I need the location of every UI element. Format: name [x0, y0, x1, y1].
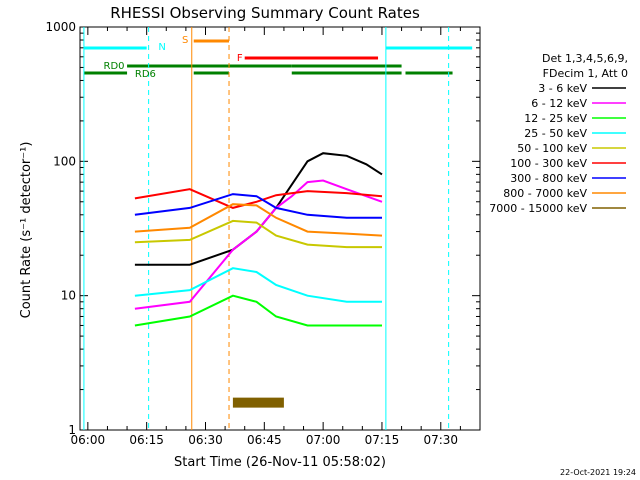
y-tick-label: 1: [68, 423, 76, 437]
axis-ticks: [80, 26, 480, 431]
legend-label: 12 - 25 keV: [524, 112, 587, 125]
tick-labels: 06:00 06:15 06:30 06:45 07:00 07:15 07:30 1 10 10…: [45, 20, 458, 447]
x-tick-label: 06:00: [71, 433, 106, 447]
footer-timestamp: 22-Oct-2021 19:24: [560, 468, 636, 477]
plot-frame: [79, 26, 481, 431]
legend: 3 - 6 keV 6 - 12 keV 12 - 25 keV 25 - 50 ke…: [489, 82, 626, 215]
legend-label: 6 - 12 keV: [531, 97, 587, 110]
legend-header-line-2: FDecim 1, Att 0: [543, 67, 628, 80]
legend-label: 300 - 800 keV: [510, 172, 587, 185]
status-label-n: N: [158, 42, 165, 53]
legend-label: 7000 - 15000 keV: [489, 202, 587, 215]
series-line: [134, 179, 383, 310]
status-bars: N S F RD0 RD6: [83, 27, 473, 430]
status-label-f: F: [237, 53, 243, 64]
series-line: [134, 267, 382, 303]
status-label-rd0: RD0: [104, 61, 125, 72]
series-line: [134, 193, 382, 219]
series-line: [134, 294, 382, 327]
x-tick-label: 07:15: [365, 433, 400, 447]
series-line: [134, 203, 383, 237]
x-tick-label: 07:00: [306, 433, 341, 447]
series-line: [134, 152, 383, 266]
chart-title: RHESSI Observing Summary Count Rates: [110, 4, 420, 22]
y-tick-label: 10: [61, 289, 76, 303]
status-label-s: S: [182, 35, 188, 46]
y-tick-label: 1000: [45, 20, 76, 34]
x-tick-label: 06:45: [247, 433, 282, 447]
y-axis-label: Count Rate (s⁻¹ detector⁻¹): [19, 142, 34, 319]
legend-label: 800 - 7000 keV: [503, 187, 587, 200]
series-line: [134, 219, 382, 249]
series-line: [134, 188, 383, 209]
status-label-rd6: RD6: [135, 69, 156, 80]
x-tick-label: 07:30: [423, 433, 458, 447]
legend-label: 3 - 6 keV: [538, 82, 587, 95]
legend-label: 50 - 100 keV: [517, 142, 587, 155]
legend-label: 100 - 300 keV: [510, 157, 587, 170]
x-tick-label: 06:30: [188, 433, 223, 447]
legend-label: 25 - 50 keV: [524, 127, 587, 140]
x-tick-label: 06:15: [129, 433, 164, 447]
y-tick-label: 100: [53, 154, 76, 168]
legend-header-line-1: Det 1,3,4,5,6,9,: [542, 52, 628, 65]
series-lines: [134, 152, 383, 408]
x-axis-label: Start Time (26-Nov-11 05:58:02): [174, 455, 386, 470]
